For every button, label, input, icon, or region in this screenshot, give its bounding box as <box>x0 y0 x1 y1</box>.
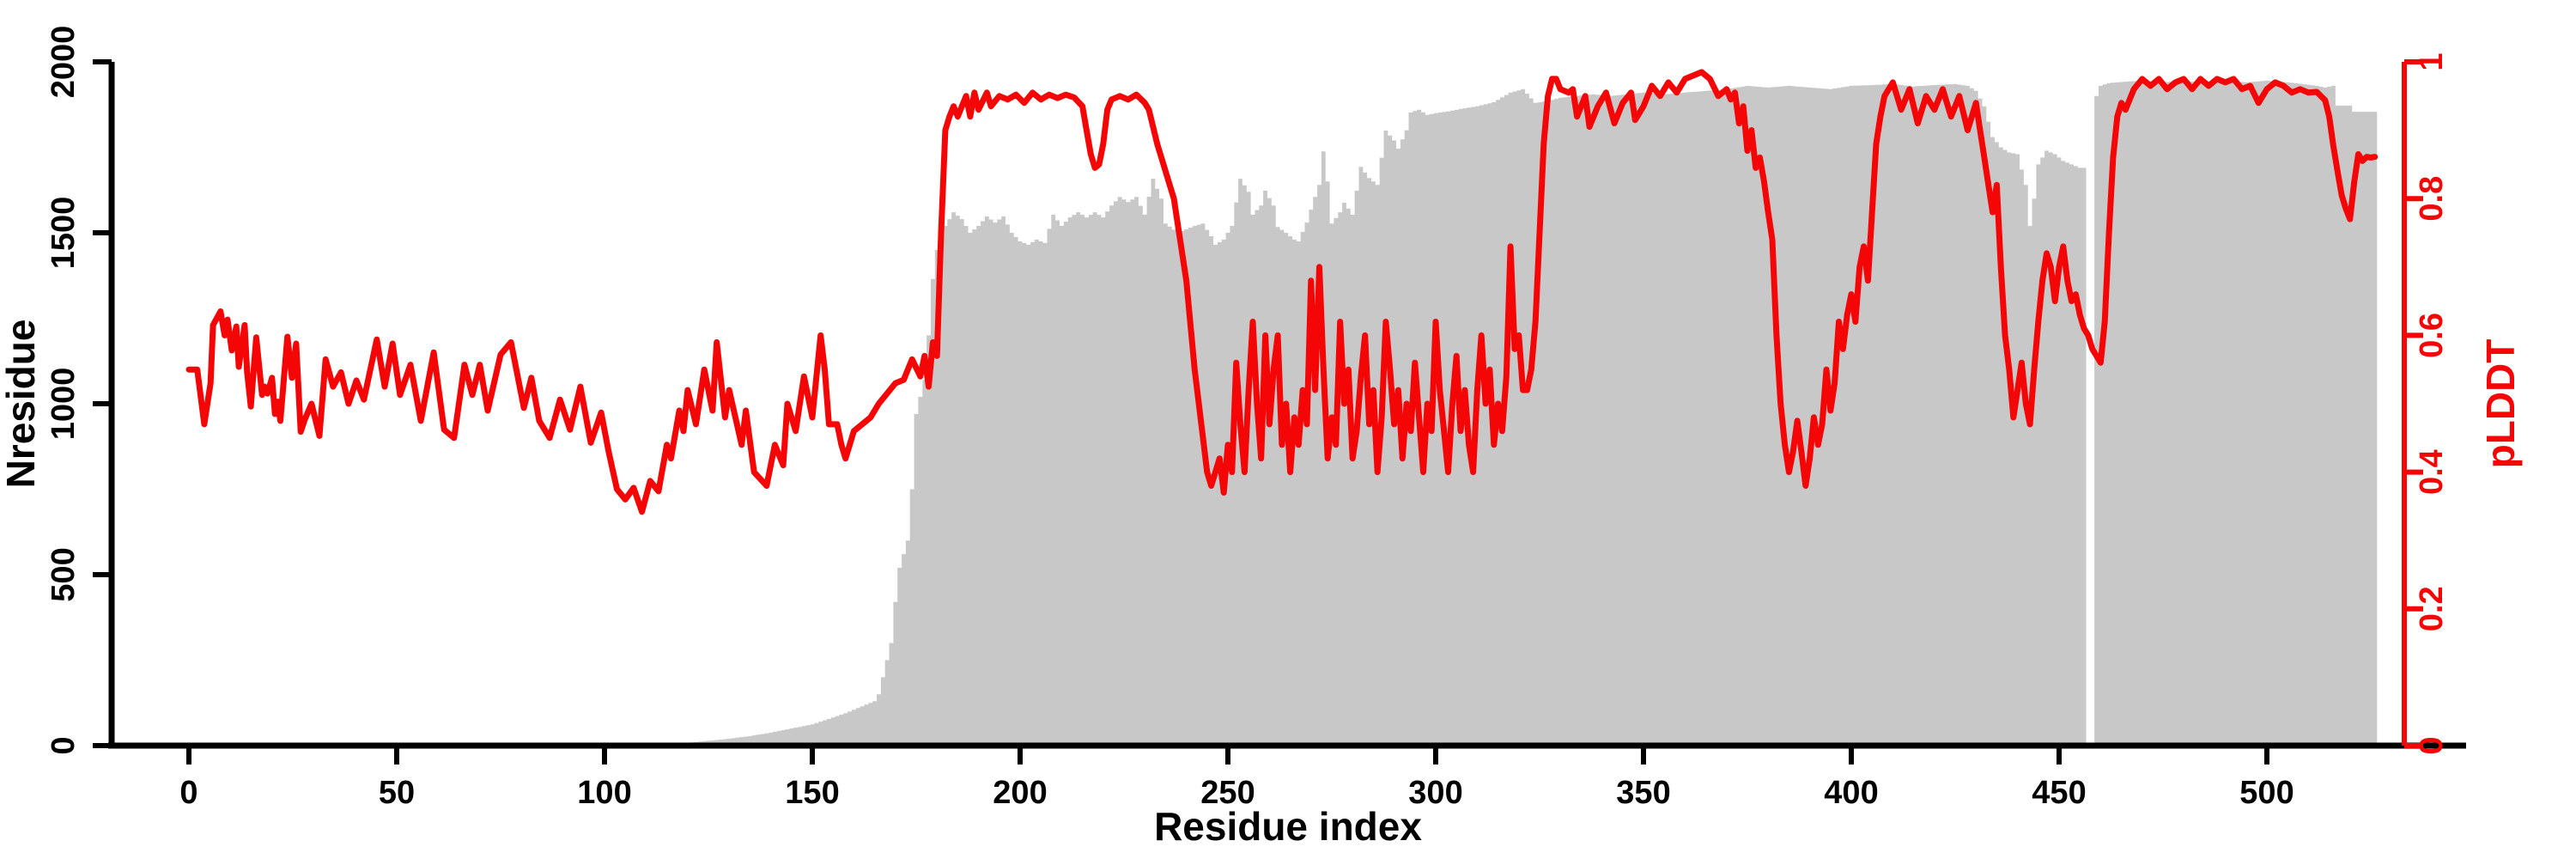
y-right-tick-label: 0 <box>2414 736 2450 754</box>
y-right-tick-label: 0.2 <box>2414 586 2450 631</box>
tick-labels: 0 50 100 150 200 250 300 350 400 450 500 0 500 1000 15… <box>46 26 2450 811</box>
x-tick-label: 200 <box>993 775 1047 811</box>
bar-series-nresidue <box>656 80 2378 746</box>
x-tick-label: 300 <box>1408 775 1462 811</box>
y-left-tick-label: 1000 <box>46 368 82 441</box>
y-right-axis-title: pLDDT <box>2478 339 2523 469</box>
y-left-tick-label: 2000 <box>46 26 82 99</box>
y-left-tick-label: 0 <box>46 736 82 754</box>
x-tick-label: 0 <box>179 775 197 811</box>
y-left-tick-label: 1500 <box>46 197 82 270</box>
axes <box>93 59 2466 765</box>
y-right-tick-label: 0.8 <box>2414 176 2450 222</box>
x-tick-label: 100 <box>577 775 631 811</box>
y-right-tick-label: 1 <box>2414 52 2450 70</box>
nresidue-bars <box>656 80 2378 746</box>
line-series-plddt <box>185 69 2379 515</box>
x-tick-label: 400 <box>1824 775 1878 811</box>
y-right-tick-label: 0.6 <box>2414 313 2450 358</box>
x-tick-label: 350 <box>1616 775 1670 811</box>
plddt-line <box>185 69 2379 515</box>
y-left-axis-title: Nresidue <box>0 320 43 489</box>
x-tick-label: 450 <box>2032 775 2086 811</box>
x-axis-title: Residue index <box>1154 804 1422 849</box>
x-tick-label: 50 <box>379 775 415 811</box>
x-tick-label: 250 <box>1200 775 1255 811</box>
y-right-tick-label: 0.4 <box>2414 449 2450 495</box>
y-left-tick-label: 500 <box>46 547 82 601</box>
x-tick-label: 150 <box>785 775 839 811</box>
x-tick-label: 500 <box>2239 775 2293 811</box>
